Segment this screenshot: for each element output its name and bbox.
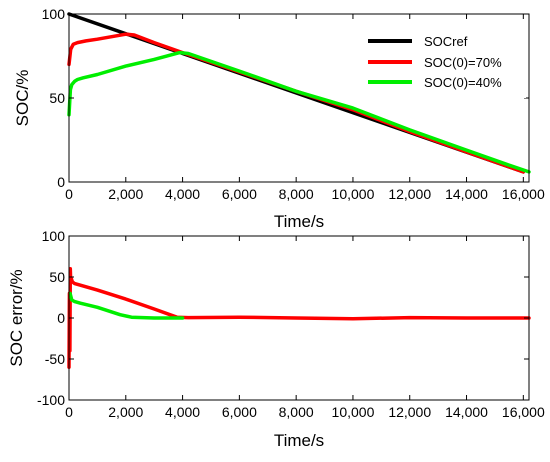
soc-error-x-tick-label: 6,000 xyxy=(222,404,257,420)
soc-x-tick-label: 8,000 xyxy=(279,186,314,202)
legend-label-socref: SOCref xyxy=(424,34,468,49)
soc-error-x-tick-label: 2,000 xyxy=(108,404,143,420)
soc-error-line-series-1 xyxy=(68,291,185,320)
soc-ticks: 0 2,000 4,000 6,000 8,000 10,000 12,000 14,000 1… xyxy=(42,6,545,202)
soc-x-tick-label: 6,000 xyxy=(222,186,257,202)
soc-error-x-tick-label: 10,000 xyxy=(332,404,375,420)
soc-error-y-tick-label: 0 xyxy=(57,310,65,326)
soc-x-tick-label: 2,000 xyxy=(108,186,143,202)
soc-error-panel: 0 2,000 4,000 6,000 8,000 10,000 12,000 14,000 1… xyxy=(7,228,545,450)
soc-error-y-tick-label: -100 xyxy=(37,392,65,408)
soc-error-x-tick-label: 8,000 xyxy=(279,404,314,420)
legend: SOCref SOC(0)=70% SOC(0)=40% xyxy=(350,28,526,98)
soc-x-tick-label: 0 xyxy=(65,186,73,202)
soc-y-tick-label: 50 xyxy=(49,90,65,106)
soc-x-tick-label: 16,000 xyxy=(502,186,545,202)
soc-y-tick-label: 100 xyxy=(42,6,66,22)
soc-x-tick-label: 14,000 xyxy=(445,186,488,202)
soc-error-x-tick-label: 0 xyxy=(65,404,73,420)
soc-error-x-tick-label: 4,000 xyxy=(165,404,200,420)
soc-line-soc-0-40 xyxy=(67,50,531,174)
soc-error-x-axis-label: Time/s xyxy=(274,431,324,450)
soc-x-tick-label: 10,000 xyxy=(332,186,375,202)
soc-error-x-tick-label: 16,000 xyxy=(502,404,545,420)
soc-error-y-axis-label: SOC error/% xyxy=(7,269,26,366)
soc-x-axis-label: Time/s xyxy=(274,212,324,231)
soc-error-line-series-0 xyxy=(67,267,531,369)
legend-label-soc70: SOC(0)=70% xyxy=(424,55,502,70)
soc-error-y-tick-label: -50 xyxy=(45,351,65,367)
soc-error-y-tick-label: 100 xyxy=(42,228,66,244)
soc-y-axis-label: SOC/% xyxy=(13,70,32,127)
soc-y-tick-label: 0 xyxy=(57,174,65,190)
soc-error-x-tick-label: 12,000 xyxy=(388,404,431,420)
soc-x-tick-label: 4,000 xyxy=(165,186,200,202)
soc-error-x-tick-label: 14,000 xyxy=(445,404,488,420)
soc-x-tick-label: 12,000 xyxy=(388,186,431,202)
soc-series-group xyxy=(67,12,531,174)
soc-error-series-group xyxy=(67,267,531,369)
soc-error-ticks: 0 2,000 4,000 6,000 8,000 10,000 12,000 14,000 1… xyxy=(37,228,545,420)
legend-label-soc40: SOC(0)=40% xyxy=(424,75,502,90)
soc-panel: 0 2,000 4,000 6,000 8,000 10,000 12,000 14,000 1… xyxy=(13,6,545,231)
soc-error-y-tick-label: 50 xyxy=(49,269,65,285)
